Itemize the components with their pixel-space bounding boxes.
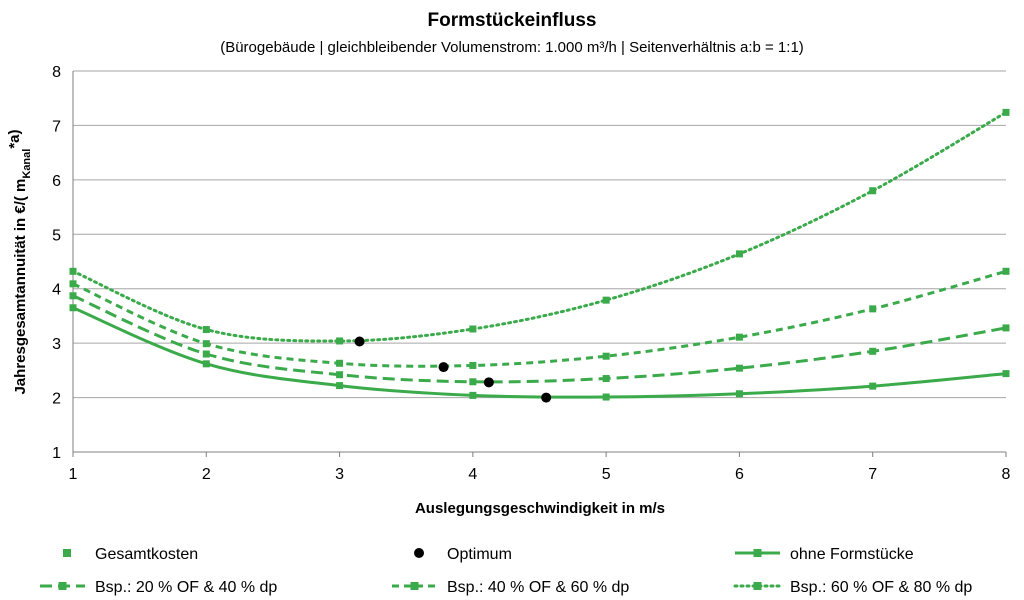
y-axis-label-main: Jahresgesamtannuität in €/( m [12, 179, 29, 395]
series-lines [69, 108, 1010, 401]
legend-swatch-circle [414, 548, 424, 558]
y-tick-label: 6 [52, 173, 61, 190]
y-tick-label: 1 [52, 445, 61, 462]
legend-label: ohne Formstücke [790, 546, 914, 563]
legend-label: Bsp.: 20 % OF & 40 % dp [95, 579, 277, 596]
series-line [72, 269, 1007, 368]
optimum-point [354, 336, 365, 347]
x-axis-label: Auslegungsgeschwindigkeit in m/s [415, 500, 665, 517]
data-point-marker [1002, 370, 1010, 378]
series-line [72, 294, 1007, 384]
data-point-marker [69, 267, 77, 275]
data-point-marker [336, 371, 344, 379]
data-point-marker [1002, 108, 1010, 116]
data-point-marker [202, 350, 210, 358]
data-point-marker [735, 333, 743, 341]
legend: Gesamtkosten Optimum ohne Formstücke Bsp.: … [40, 546, 972, 596]
data-point-marker [869, 187, 877, 195]
legend-swatch-marker [753, 582, 762, 590]
y-tick-labels: 1 2 3 4 5 6 7 8 [52, 64, 61, 462]
y-tick-label: 7 [52, 118, 61, 135]
series-2 [69, 267, 1010, 369]
legend-item: Bsp.: 20 % OF & 40 % dp [40, 579, 277, 596]
data-point-marker [469, 378, 477, 386]
legend-swatch-marker [753, 549, 762, 557]
data-point-marker [469, 361, 477, 369]
legend-label: Bsp.: 60 % OF & 80 % dp [790, 579, 972, 596]
legend-swatch-marker [410, 582, 419, 590]
x-tick-label: 8 [1002, 466, 1011, 483]
y-axis-label-sub: Kanal [21, 149, 33, 179]
y-tick-label: 3 [52, 336, 61, 353]
y-tick-label: 5 [52, 227, 61, 244]
data-point-marker [469, 325, 477, 333]
chart-subtitle: (Bürogebäude | gleichbleibender Volumens… [220, 39, 804, 56]
x-tick-label: 6 [735, 466, 744, 483]
data-point-marker [69, 304, 77, 312]
x-tick-label: 5 [602, 466, 611, 483]
data-point-marker [1002, 267, 1010, 275]
data-point-marker [336, 359, 344, 367]
data-point-marker [202, 340, 210, 348]
legend-item: ohne Formstücke [735, 546, 914, 563]
legend-swatch-marker [58, 582, 67, 590]
chart-title: Formstückeinfluss [428, 10, 597, 31]
series-1 [69, 292, 1010, 386]
legend-item: Optimum [414, 546, 512, 563]
data-point-marker [735, 250, 743, 258]
optimum-point [541, 392, 552, 403]
optimum-point [438, 362, 449, 373]
x-tick-label: 7 [868, 466, 877, 483]
y-tick-label: 4 [52, 282, 61, 299]
grid [72, 70, 1007, 457]
series-0 [69, 304, 1010, 401]
x-tick-label: 2 [202, 466, 211, 483]
x-tick-label: 3 [335, 466, 344, 483]
series-line [72, 306, 1007, 399]
data-point-marker [602, 375, 610, 383]
y-axis-label-sup: *a) [6, 129, 23, 148]
y-axis-label: Jahresgesamtannuität in €/( mKanal*a) [6, 129, 33, 394]
series-line [71, 110, 1008, 343]
legend-item: Gesamtkosten [63, 546, 198, 563]
legend-item: Bsp.: 40 % OF & 60 % dp [392, 579, 629, 596]
data-point-marker [336, 382, 344, 390]
legend-swatch-square [63, 549, 71, 557]
data-point-marker [735, 364, 743, 372]
data-point-marker [1002, 324, 1010, 332]
data-point-marker [735, 390, 743, 398]
data-point-marker [869, 305, 877, 313]
legend-label: Optimum [447, 546, 512, 563]
y-tick-label: 8 [52, 64, 61, 81]
y-tick-label: 2 [52, 391, 61, 408]
legend-item: Bsp.: 60 % OF & 80 % dp [733, 579, 972, 596]
data-point-marker [69, 280, 77, 288]
series-3 [69, 108, 1010, 345]
x-tick-label: 1 [69, 466, 78, 483]
data-point-marker [602, 352, 610, 360]
legend-label: Bsp.: 40 % OF & 60 % dp [447, 579, 629, 596]
data-point-marker [469, 391, 477, 399]
data-point-marker [69, 292, 77, 300]
x-tick-label: 4 [468, 466, 477, 483]
data-point-marker [336, 337, 344, 345]
optimum-points [354, 336, 552, 403]
data-point-marker [202, 326, 210, 334]
data-point-marker [602, 296, 610, 304]
data-point-marker [602, 393, 610, 401]
x-tick-labels: 1 2 3 4 5 6 7 8 [69, 466, 1011, 483]
data-point-marker [869, 347, 877, 355]
optimum-point [483, 377, 494, 388]
legend-label: Gesamtkosten [95, 546, 198, 563]
data-point-marker [202, 360, 210, 368]
data-point-marker [869, 382, 877, 390]
